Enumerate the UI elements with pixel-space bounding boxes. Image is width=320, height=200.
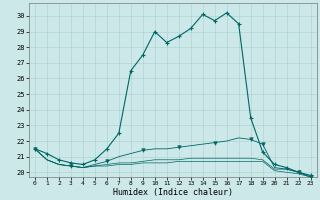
X-axis label: Humidex (Indice chaleur): Humidex (Indice chaleur) xyxy=(113,188,233,197)
